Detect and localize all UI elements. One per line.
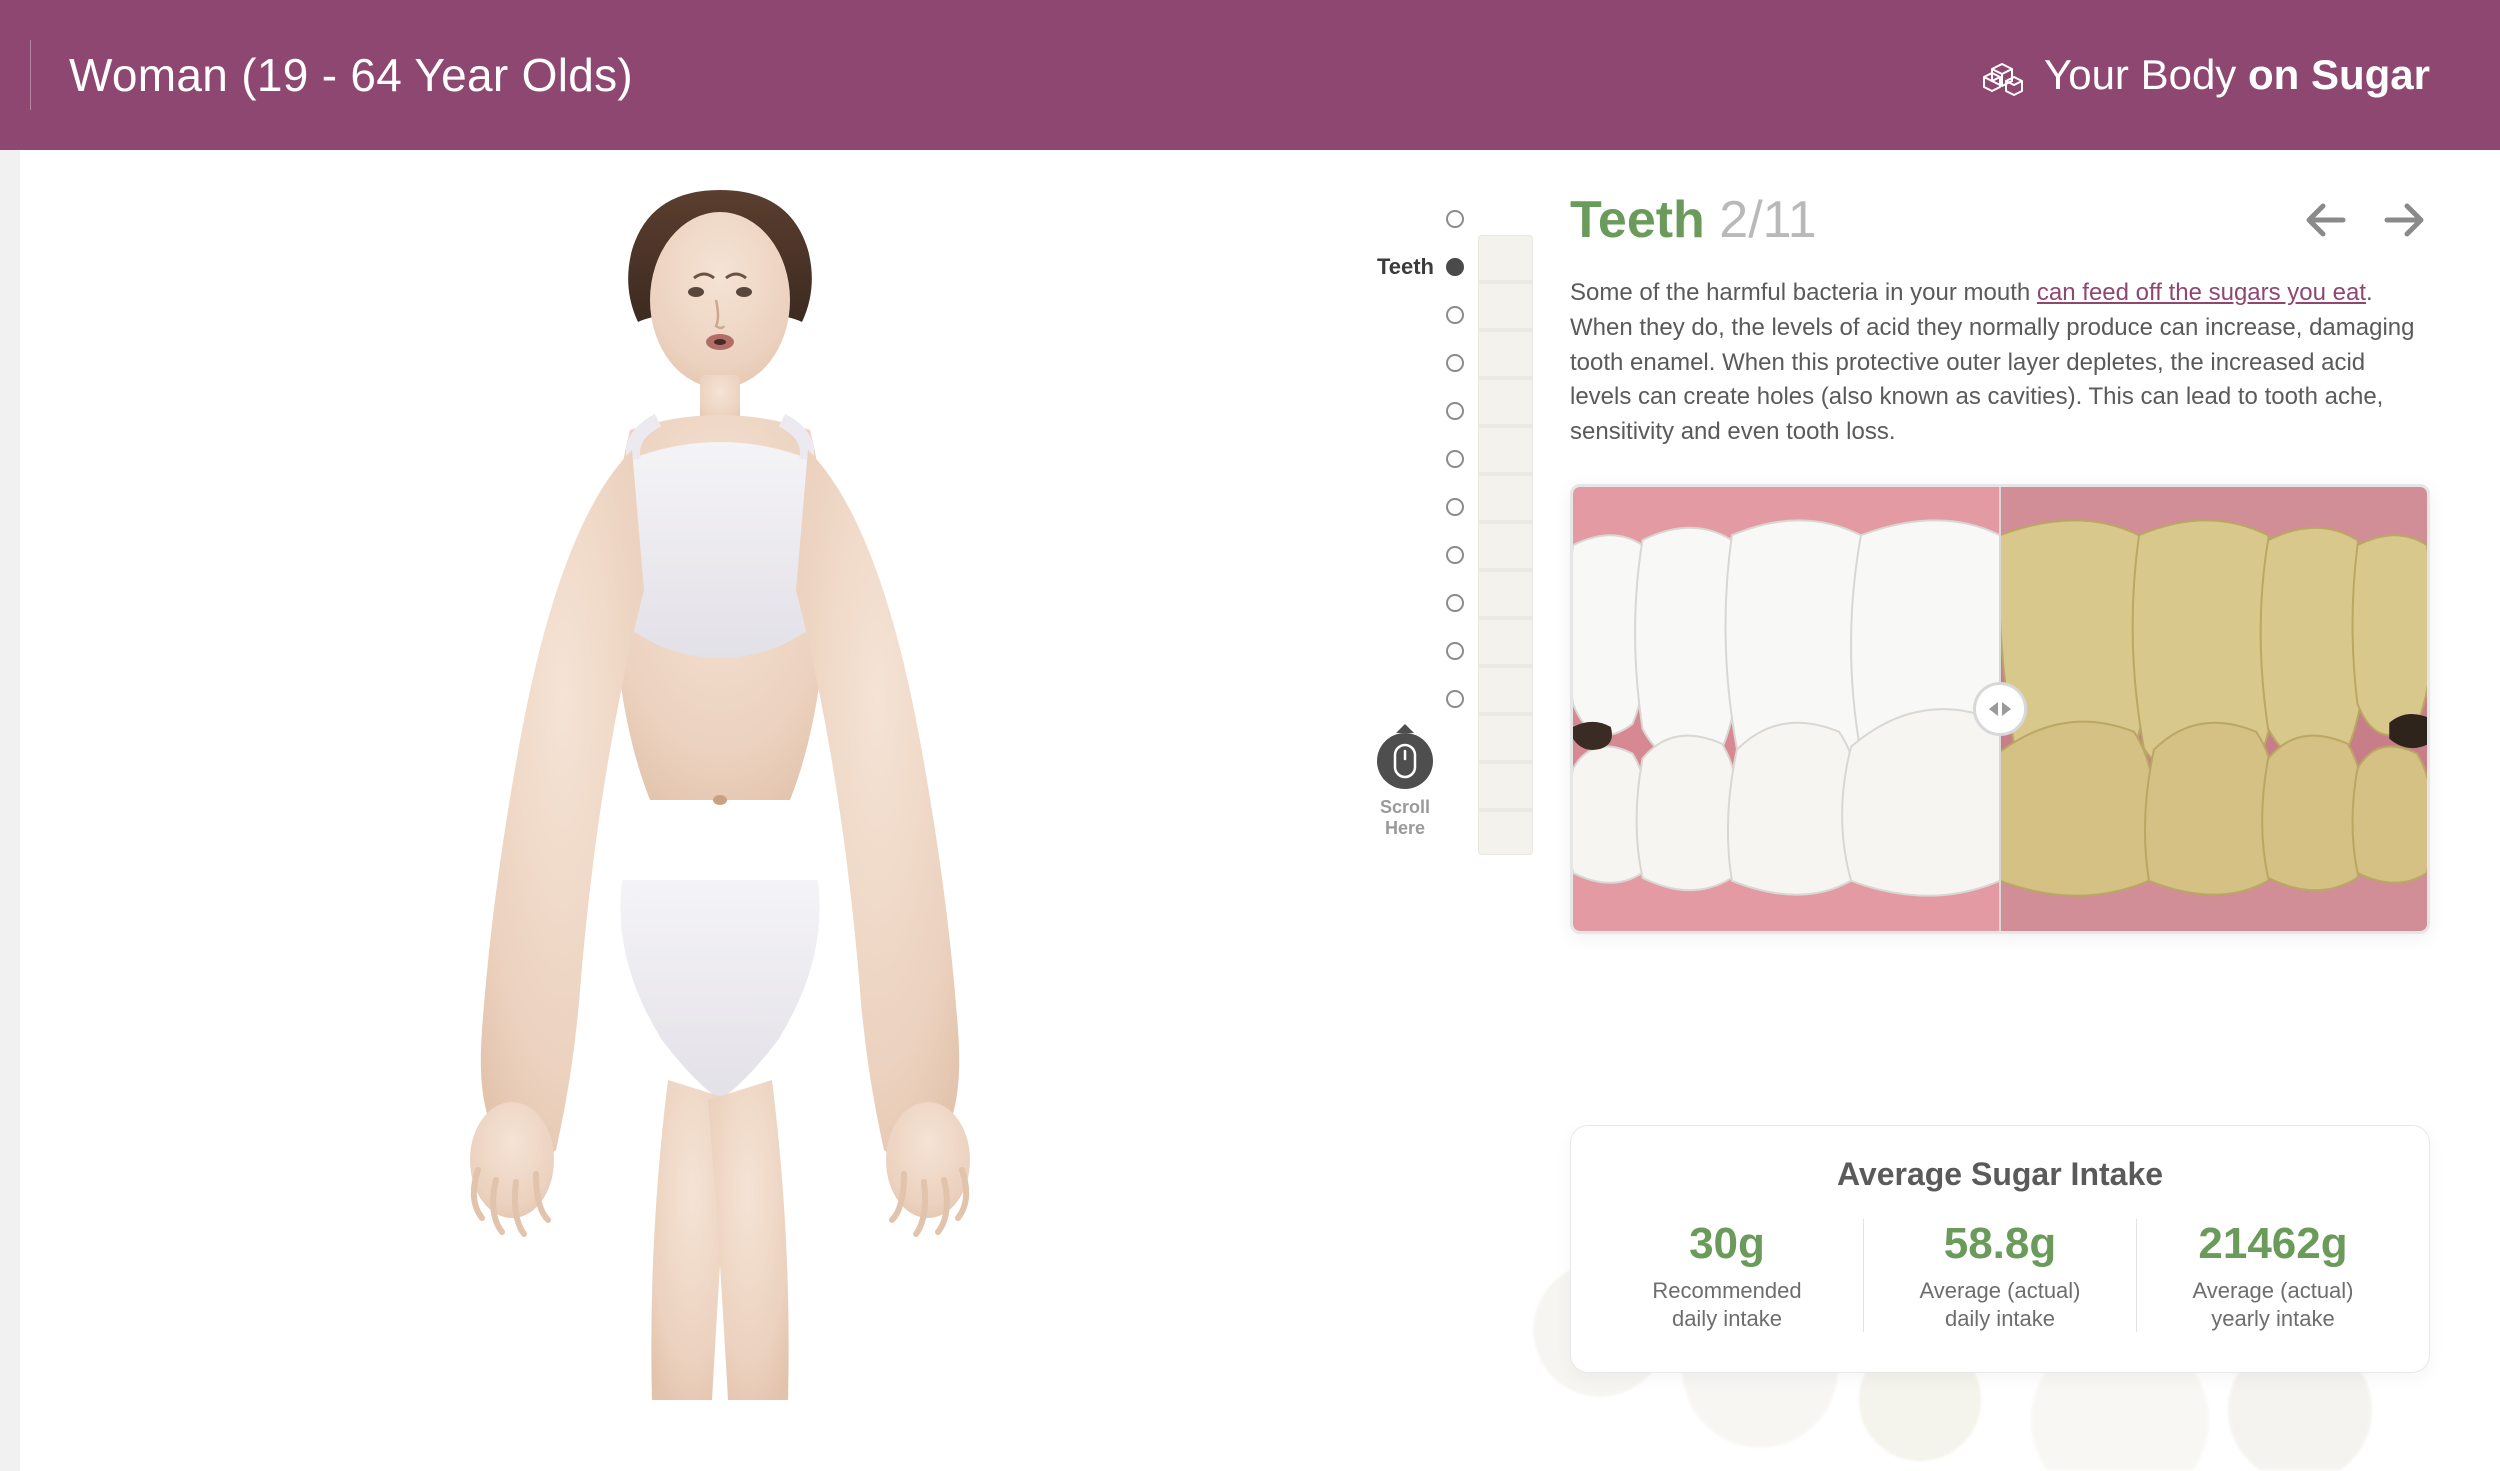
header-divider	[30, 40, 31, 110]
mouse-scroll-icon	[1377, 733, 1433, 789]
nav-dot-3[interactable]	[1446, 306, 1464, 324]
nav-dot-7[interactable]	[1446, 498, 1464, 516]
nav-dot-11[interactable]	[1446, 690, 1464, 708]
nav-dot-8[interactable]	[1446, 546, 1464, 564]
sugar-cubes-icon	[1980, 51, 2028, 99]
scroll-text-2: Here	[1385, 818, 1425, 838]
before-after-compare[interactable]	[1570, 484, 2430, 934]
stat-value: 30g	[1607, 1219, 1847, 1269]
next-button[interactable]	[2378, 194, 2430, 246]
section-description: Some of the harmful bacteria in your mou…	[1570, 276, 2430, 450]
stats-card: Average Sugar Intake 30g Recommended dail…	[1570, 1125, 2430, 1373]
stat-label-l1: Recommended	[1652, 1278, 1801, 1303]
page-title: Woman (19 - 64 Year Olds)	[69, 48, 633, 102]
prev-button[interactable]	[2300, 194, 2352, 246]
nav-dot-6[interactable]	[1446, 450, 1464, 468]
section-header: Teeth 2/11	[1570, 190, 2430, 250]
brand-text: Your Body on Sugar	[2044, 51, 2430, 99]
nav-active-label: Teeth	[1377, 254, 1434, 280]
stat-label-l1: Average (actual)	[1919, 1278, 2080, 1303]
desc-part1: Some of the harmful bacteria in your mou…	[1570, 279, 2037, 306]
desc-link[interactable]: can feed off the sugars you eat	[2037, 279, 2366, 306]
body-panel	[170, 160, 1270, 1460]
header: Woman (19 - 64 Year Olds) Your Body on S…	[0, 0, 2500, 150]
scroll-hint: ScrollHere	[1377, 733, 1433, 838]
nav-dot-5[interactable]	[1446, 402, 1464, 420]
stat-value: 21462g	[2153, 1219, 2393, 1269]
nav-dot-2[interactable]	[1446, 258, 1464, 276]
nav-dot-4[interactable]	[1446, 354, 1464, 372]
nav-dot-1[interactable]	[1446, 210, 1464, 228]
stat-label-l2: daily intake	[1945, 1306, 2055, 1331]
scroll-text-1: Scroll	[1380, 797, 1430, 817]
left-gutter	[0, 150, 20, 1471]
stats-title: Average Sugar Intake	[1591, 1156, 2409, 1193]
section-counter: 2/11	[1719, 191, 1816, 249]
compare-right	[2000, 487, 2427, 931]
body-figure	[400, 160, 1040, 1440]
section-title: Teeth	[1570, 191, 1705, 249]
section-nav: Teeth ScrollHere	[1340, 195, 1470, 838]
stat-actual-yearly: 21462g Average (actual) yearly intake	[2136, 1219, 2409, 1332]
stat-label-l2: yearly intake	[2211, 1306, 2335, 1331]
compare-handle[interactable]	[1973, 682, 2027, 736]
brand-text-bold: on Sugar	[2248, 51, 2430, 98]
brand-text-pre: Your Body	[2044, 51, 2248, 98]
stat-actual-daily: 58.8g Average (actual) daily intake	[1863, 1219, 2136, 1332]
nav-dot-10[interactable]	[1446, 642, 1464, 660]
nav-dot-9[interactable]	[1446, 594, 1464, 612]
sugar-cube-stack	[1478, 235, 1533, 855]
stat-recommended: 30g Recommended daily intake	[1591, 1219, 1863, 1332]
brand: Your Body on Sugar	[1980, 51, 2430, 99]
stat-value: 58.8g	[1880, 1219, 2120, 1269]
compare-left	[1573, 487, 2000, 931]
stat-label-l2: daily intake	[1672, 1306, 1782, 1331]
stat-label-l1: Average (actual)	[2192, 1278, 2353, 1303]
